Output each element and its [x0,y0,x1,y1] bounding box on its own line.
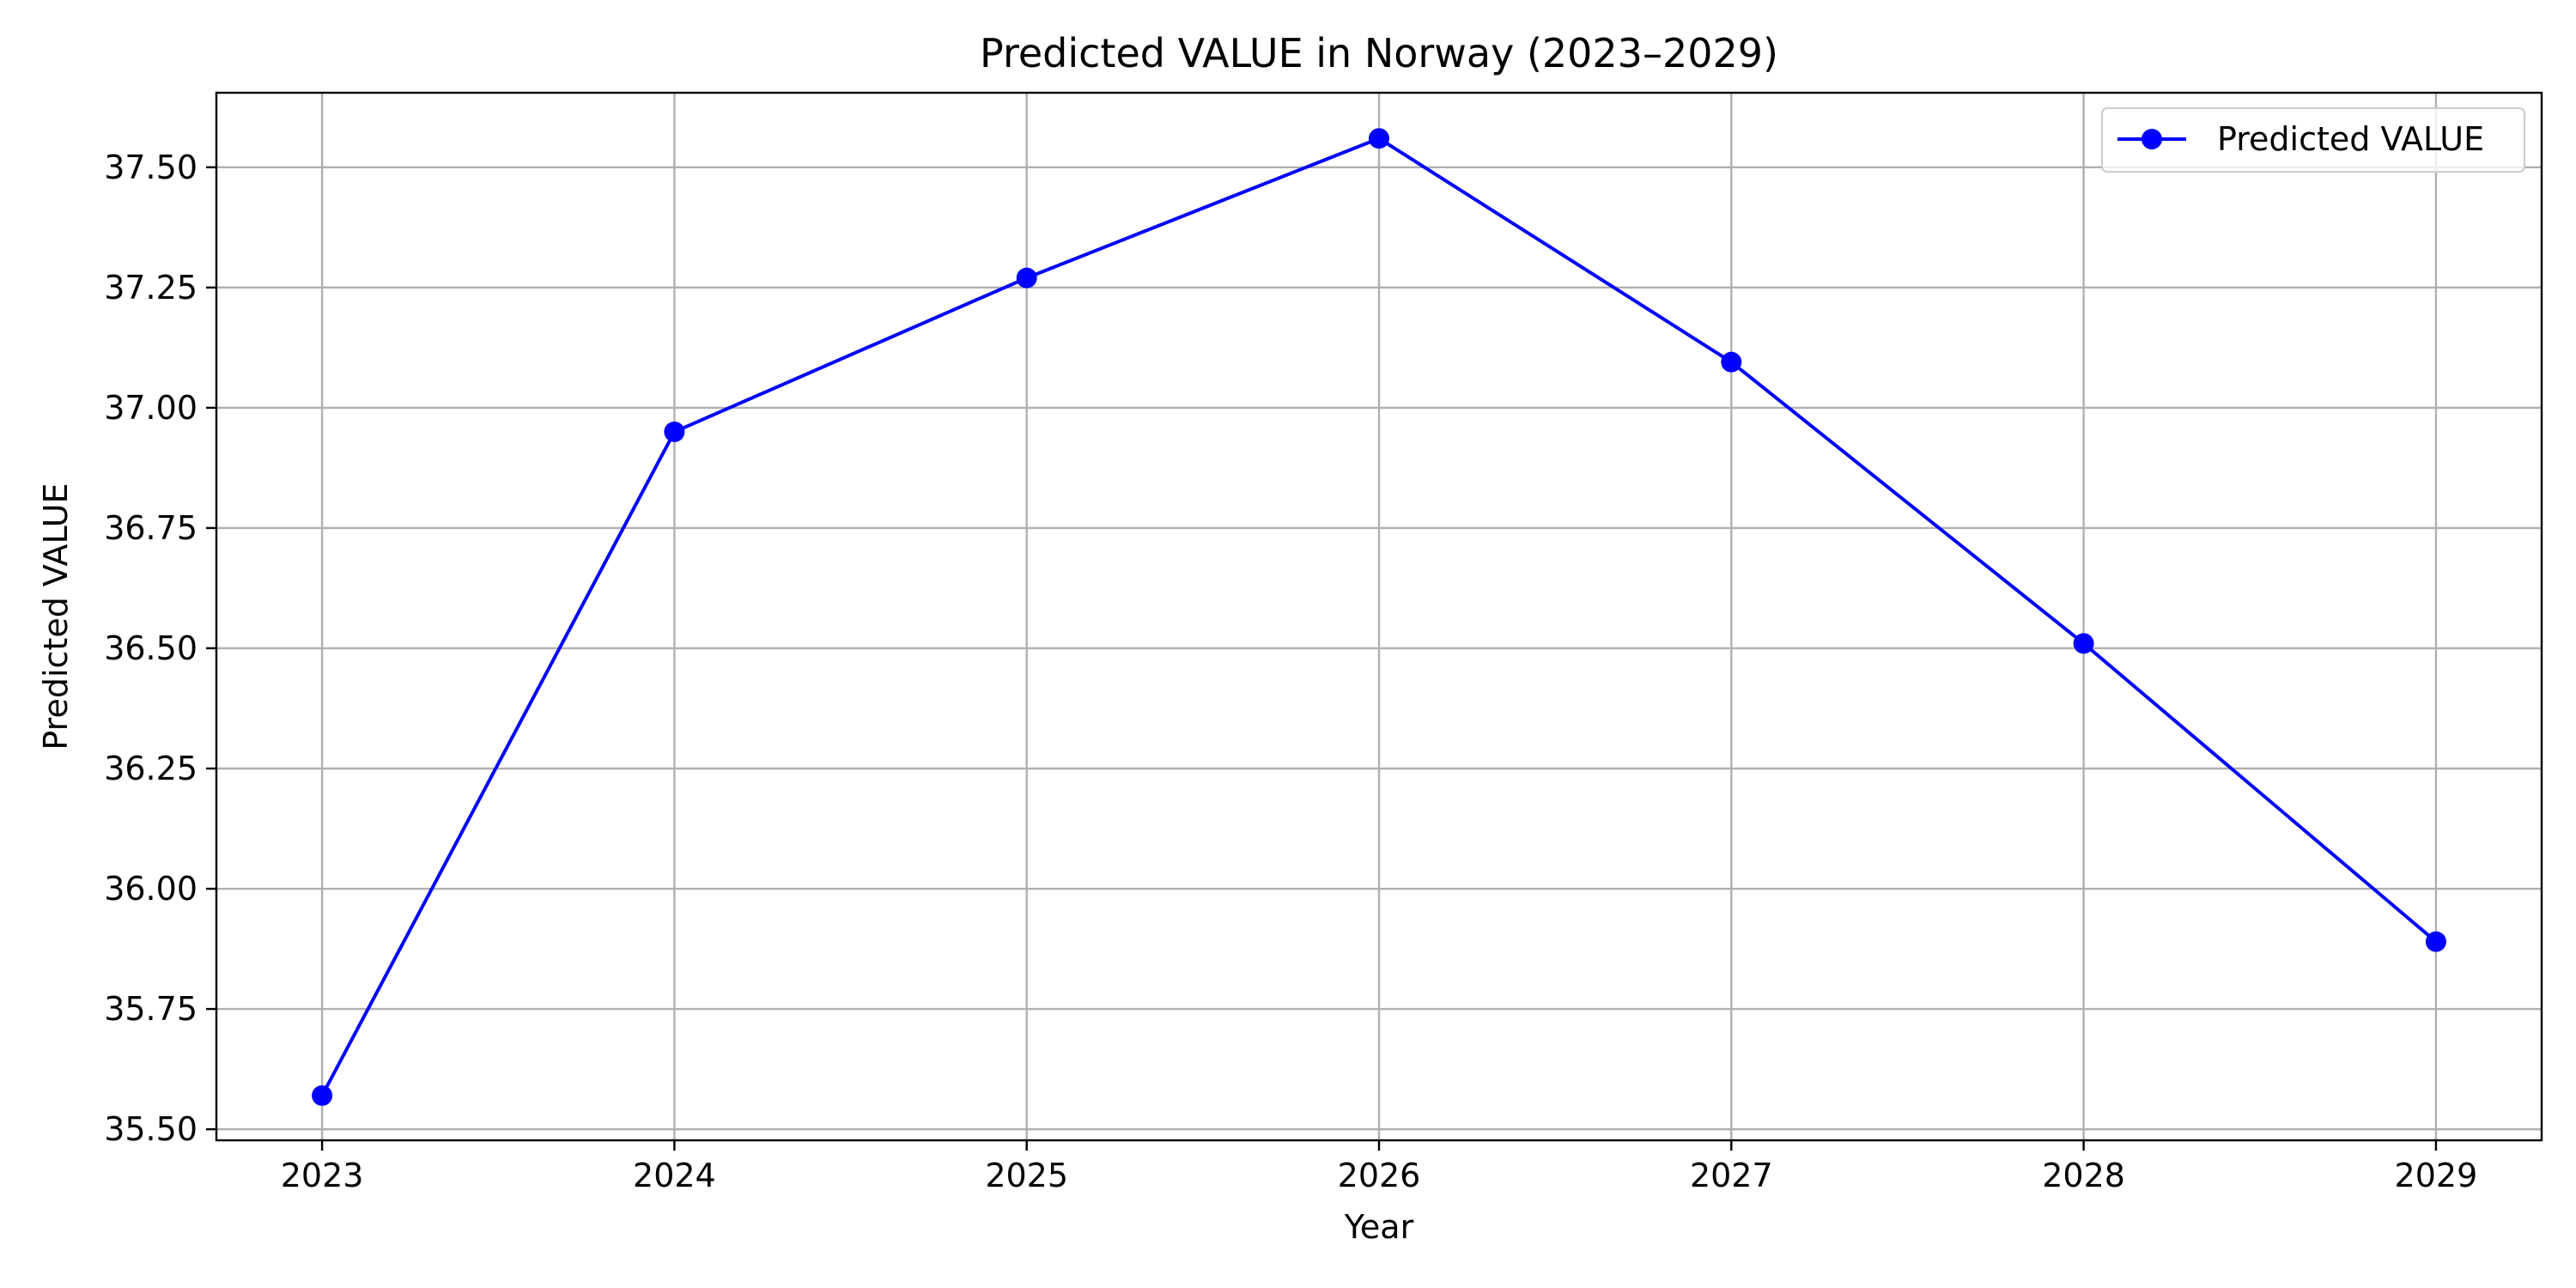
plot-frame [215,91,2543,1142]
series-layer [312,128,2446,1106]
y-tick-label: 35.50 [104,1110,197,1148]
chart-title: Predicted VALUE in Norway (2023–2029) [980,30,1778,76]
y-tick-label: 37.00 [104,389,197,427]
data-point [1721,351,1742,373]
x-tick-label: 2029 [2395,1157,2478,1194]
legend-label: Predicted VALUE [2217,120,2484,158]
x-tick-label: 2024 [633,1157,716,1194]
legend: Predicted VALUE [2101,107,2525,173]
data-point [1016,267,1037,289]
legend-box [2101,107,2525,173]
x-tick-label: 2026 [1338,1157,1421,1194]
y-tick-label: 35.75 [104,990,197,1028]
x-tick-label: 2028 [2042,1157,2125,1194]
x-tick-label: 2025 [985,1157,1068,1194]
y-tick-label: 37.50 [104,149,197,186]
x-tick-label: 2027 [1690,1157,1773,1194]
grid-lines [216,93,2542,1140]
data-point [664,421,685,442]
data-point [2073,633,2094,654]
data-point [1369,128,1389,149]
y-tick-label: 36.00 [104,870,197,908]
y-axis-label: Predicted VALUE [37,483,75,750]
y-tick-label: 36.50 [104,629,197,667]
x-tick-label: 2023 [281,1157,364,1194]
x-axis-label: Year [1344,1208,1414,1246]
x-axis-ticks: 2023 2024 2025 2026 2027 2028 2029 [281,1140,2478,1194]
legend-marker [2142,129,2162,149]
y-axis-ticks: 35.50 35.75 36.00 36.25 36.50 36.75 37.00 37.25… [104,149,216,1148]
y-tick-label: 37.25 [104,269,197,307]
data-point [312,1084,333,1106]
y-tick-label: 36.25 [104,750,197,787]
data-point [2425,931,2446,952]
y-tick-label: 36.75 [104,509,197,547]
